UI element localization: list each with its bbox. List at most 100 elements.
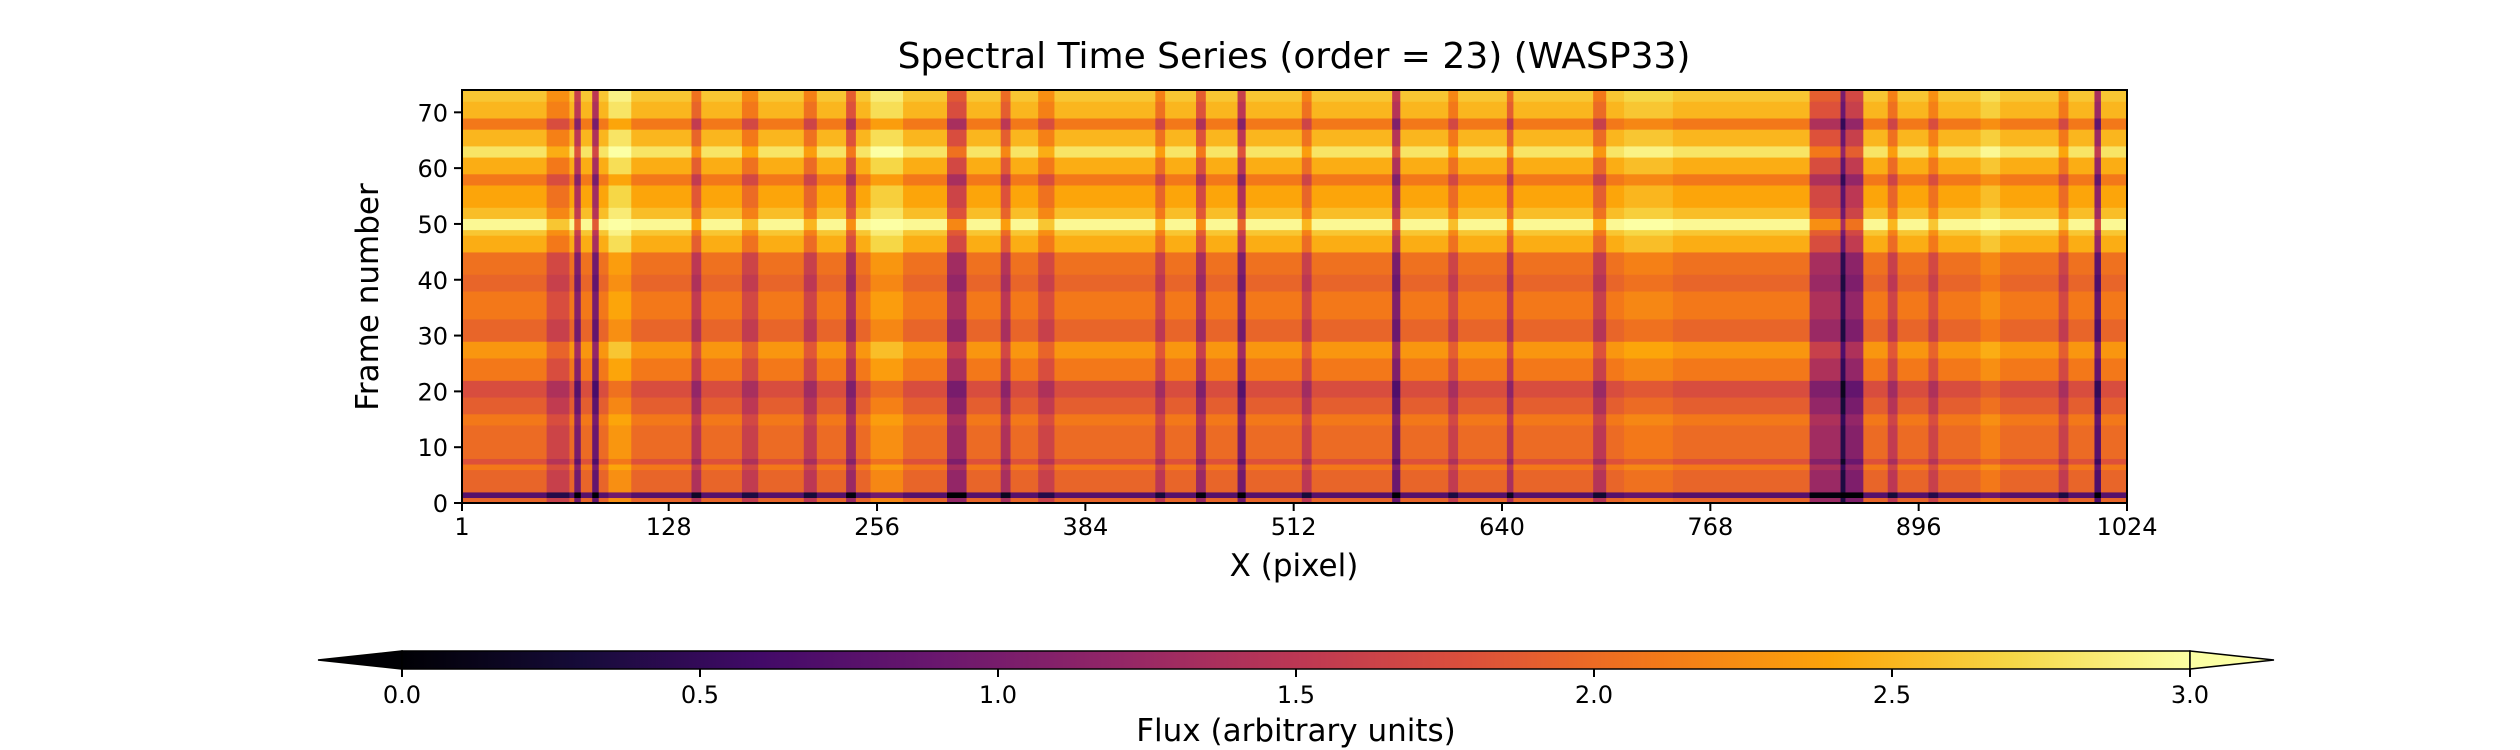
heatmap-cell [1928,207,1939,219]
heatmap-cell [1593,380,1607,398]
heatmap-cell [1000,207,1012,219]
heatmap-cell [1809,235,1842,253]
heatmap-cell [1165,396,1197,415]
heatmap-cell [1938,251,1982,275]
heatmap-cell [592,357,600,381]
heatmap-cell [631,235,693,253]
heatmap-cell [608,173,632,186]
heatmap-cell [1392,380,1401,398]
heatmap-cell [1928,424,1939,459]
heatmap-cell [1897,145,1930,158]
heatmap-cell [701,229,743,236]
heatmap-cell [631,173,693,186]
heatmap-cell [1928,290,1939,320]
heatmap-cell [1392,90,1401,102]
heatmap-cell [569,101,575,119]
heatmap-cell [1458,469,1508,493]
heatmap-cell [758,117,805,130]
heatmap-cell [462,173,548,186]
heatmap-cell [1196,341,1207,359]
heatmap-cell [1809,229,1842,236]
heatmap-cell [1863,90,1889,102]
heatmap-cell [2100,491,2127,499]
heatmap-cell [803,173,818,186]
heatmap-cell [1513,235,1594,253]
heatmap-cell [598,469,610,493]
heatmap-cell [1938,173,1982,186]
heatmap-cell [903,235,948,253]
heatmap-cell [1038,463,1056,471]
heatmap-cell [1000,218,1012,231]
heatmap-cell [816,497,847,503]
heatmap-cell [855,469,872,493]
heatmap-cell [1887,290,1899,320]
heatmap-cell [741,318,759,342]
heatmap-cell [855,491,872,499]
heatmap-cell [1301,318,1313,342]
heatmap-cell [1448,413,1459,426]
heatmap-cell [1845,129,1864,147]
heatmap-cell [803,129,818,147]
heatmap-cell [1897,413,1930,426]
heatmap-cell [2068,318,2096,342]
heatmap-cell [462,458,548,465]
heatmap-cell [758,290,805,320]
heatmap-cell [2058,458,2070,465]
heatmap-cell [1593,145,1607,158]
heatmap-cell [1928,129,1939,147]
heatmap-cell [1593,491,1607,499]
heatmap-cell [1458,424,1508,459]
heatmap-cell [1196,463,1207,471]
heatmap-cell [1311,458,1393,465]
heatmap-cell [846,251,857,275]
heatmap-cell [741,458,759,465]
heatmap-cell [2100,218,2127,231]
heatmap-cell [1196,184,1207,208]
heatmap-cell [1458,497,1508,503]
heatmap-cell [1928,156,1939,175]
heatmap-cell [947,145,968,158]
heatmap-cell [1809,207,1842,219]
heatmap-cell [758,274,805,292]
heatmap-cell [846,469,857,493]
heatmap-cell [758,341,805,359]
heatmap-cell [592,396,600,415]
heatmap-cell [1887,497,1899,503]
heatmap-cell [1000,424,1012,459]
heatmap-cell [1606,413,1625,426]
heatmap-cell [1205,290,1239,320]
heatmap-cell [2058,156,2070,175]
heatmap-cell [855,458,872,465]
heatmap-cell [903,173,948,186]
heatmap-cell [1155,380,1166,398]
heatmap-cell [1196,235,1207,253]
heatmap-cell [1593,318,1607,342]
heatmap-cell [691,235,702,253]
heatmap-cell [1840,318,1847,342]
heatmap-cell [2068,117,2096,130]
heatmap-cell [691,469,702,493]
heatmap-cell [855,145,872,158]
heatmap-cell [2068,396,2096,415]
heatmap-cell [1606,396,1625,415]
heatmap-cell [1245,218,1303,231]
heatmap-cell [1000,341,1012,359]
heatmap-cell [1205,117,1239,130]
heatmap-cell [1624,207,1674,219]
heatmap-cell [1392,235,1401,253]
heatmap-cell [1513,251,1594,275]
heatmap-cell [691,207,702,219]
heatmap-cell [2000,357,2060,381]
heatmap-cell [816,463,847,471]
heatmap-cell [903,497,948,503]
heatmap-cell [1887,458,1899,465]
heatmap-cell [1606,251,1625,275]
heatmap-cell [1392,274,1401,292]
heatmap-cell [855,117,872,130]
heatmap-cell [1863,207,1889,219]
heatmap-cell [2100,458,2127,465]
heatmap-cell [592,229,600,236]
heatmap-cell [1165,469,1197,493]
heatmap-cell [2094,413,2102,426]
heatmap-cell [2000,341,2060,359]
